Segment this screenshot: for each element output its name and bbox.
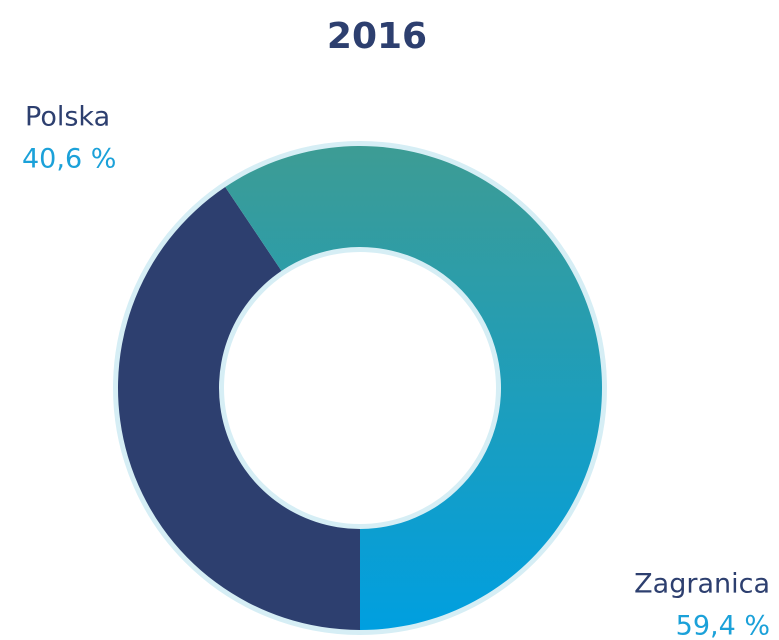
segment-value-label: 59,4 % bbox=[676, 611, 770, 640]
segment-label: Polska bbox=[25, 102, 110, 133]
outer-ring bbox=[113, 141, 607, 635]
donut-segment bbox=[118, 186, 360, 630]
donut-segment bbox=[225, 145, 603, 631]
segment-label: Zagranica bbox=[634, 569, 770, 600]
chart-title: 2016 bbox=[327, 16, 427, 57]
inner-ring bbox=[218, 246, 502, 530]
segment-value-label: 40,6 % bbox=[22, 144, 116, 175]
